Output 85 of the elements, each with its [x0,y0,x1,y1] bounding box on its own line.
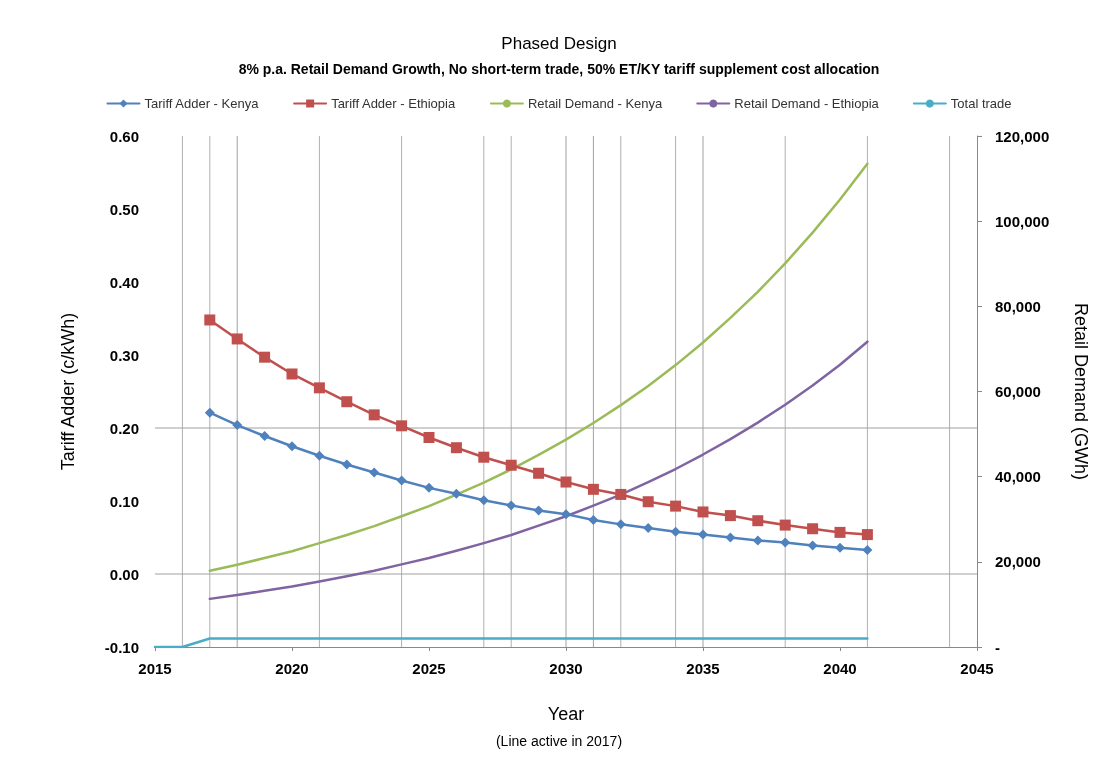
line-series [208,162,869,573]
point [615,488,627,500]
y2-axis-title: Retail Demand (GWh) [1071,302,1091,481]
x-tick-label: 2015 [138,660,172,677]
legend-label: Retail Demand - Ethiopia [734,96,880,111]
x-tick-label: 2035 [686,660,720,677]
point [287,441,297,452]
point [286,368,298,380]
point [615,519,626,530]
point [259,351,271,363]
y-tick-label: 0.30 [109,346,139,364]
point [259,431,270,442]
y-tick-label: 0.20 [109,419,139,437]
point [779,519,791,531]
point [587,483,599,495]
point [424,482,434,493]
y-axis-title: Tariff Adder (c/kWh) [58,312,78,471]
text: (Line active in 2017) [495,733,623,749]
chart-title: Phased Design [501,34,617,53]
point [369,467,380,478]
point [862,544,873,555]
point [807,523,819,535]
x-tick-label: 2025 [412,660,446,677]
y2-tick-label: 60,000 [995,383,1041,400]
point [533,505,544,516]
point [506,500,517,511]
y2-tick-label: 20,000 [995,553,1041,571]
point [533,467,545,479]
y-tick-label: -0.10 [104,638,139,656]
point [834,526,846,538]
point [670,526,681,537]
point [450,442,462,454]
point [396,475,407,486]
point [423,431,435,443]
point [560,476,572,488]
y-tick-label: 0.40 [109,273,139,291]
x-tick-label: 2045 [960,660,994,677]
point [835,542,845,553]
point [588,514,599,525]
point [724,510,736,522]
point [313,382,325,394]
point [780,537,791,548]
point [204,407,215,418]
y-tick-label: 0.50 [109,200,139,218]
point [698,529,708,540]
point [341,396,353,408]
y2-tick-label: - [995,638,1000,656]
point [670,500,682,512]
y2-tick-label: 100,000 [995,212,1050,230]
y2-tick-label: 80,000 [995,297,1041,315]
point [697,506,709,518]
point [341,459,352,470]
x-tick-label: 2020 [275,660,309,677]
y2-tick-label: 120,000 [995,127,1050,145]
y-tick-label: 0.60 [109,127,139,145]
y-tick-label: 0.10 [109,492,139,510]
point [478,451,490,463]
legend-label: Tariff Adder - Ethiopia [331,96,456,111]
line-series [208,340,869,601]
point [752,515,764,527]
x-tick-label: 2040 [823,660,857,677]
chart-subtitle: 8% p.a. Retail Demand Growth, No short-term trade, 50% ET/KY tariff supplement cost allocation [238,61,880,77]
point [368,409,380,421]
point [204,314,216,326]
point [642,496,654,508]
point [752,535,763,546]
point [561,509,571,520]
legend-label: Total trade [950,96,1012,111]
point [861,529,873,541]
y-tick-label: 0.00 [109,565,139,583]
point [314,450,325,461]
point [232,420,243,431]
legend-label: Retail Demand - Kenya [527,96,664,111]
point [396,420,408,432]
point [505,459,517,471]
point [231,333,243,345]
point [807,540,818,551]
x-axis-title: Year [547,704,585,724]
point [643,523,654,534]
y2-tick-label: 40,000 [995,468,1041,486]
legend-label: Tariff Adder - Kenya [144,96,260,111]
point [451,488,462,499]
x-tick-label: 2030 [549,660,583,677]
point [725,532,736,543]
point [478,495,489,506]
